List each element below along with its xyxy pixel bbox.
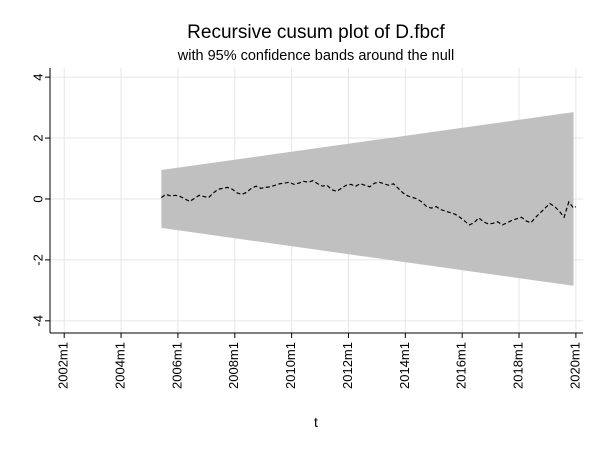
y-tick-label: 4 [30, 74, 45, 81]
y-tick-label: 0 [30, 195, 45, 202]
y-tick-label: -4 [30, 315, 45, 327]
confidence-band [161, 112, 574, 286]
chart-subtitle: with 95% confidence bands around the nul… [177, 48, 455, 64]
x-tick-label: 2008m1 [226, 342, 241, 389]
x-tick-label: 2014m1 [397, 342, 412, 389]
cusum-line-layer [161, 180, 577, 226]
cusum-line [161, 180, 577, 226]
gridlines [50, 68, 583, 333]
x-tick-label: 2018m1 [510, 342, 525, 389]
axes: 4 2 0 -2 -4 2002m1 2004m1 2006m1 2008m1 2010m1 201… [30, 68, 583, 389]
confidence-band-layer [161, 112, 574, 286]
x-tick-label: 2002m1 [56, 342, 71, 389]
x-tick-label: 2012m1 [340, 342, 355, 389]
x-tick-label: 2010m1 [283, 342, 298, 389]
y-tick-label: -2 [30, 254, 45, 266]
x-tick-label: 2006m1 [169, 342, 184, 389]
x-tick-label: 2004m1 [113, 342, 128, 389]
x-axis-title: t [314, 414, 318, 430]
chart-title: Recursive cusum plot of D.fbcf [187, 22, 445, 43]
y-tick-label: 2 [30, 134, 45, 141]
x-tick-label: 2020m1 [567, 342, 582, 389]
x-tick-label: 2016m1 [454, 342, 469, 389]
